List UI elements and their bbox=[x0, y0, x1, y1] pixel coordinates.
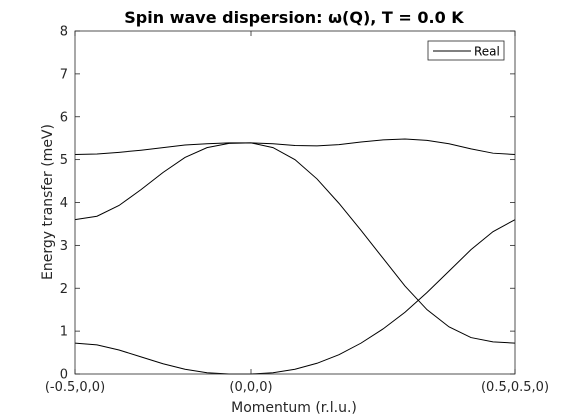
y-tick-label: 3 bbox=[60, 239, 68, 254]
dispersion-branch-3 bbox=[74, 138, 516, 155]
y-tick-label: 5 bbox=[60, 153, 68, 168]
y-tick-label: 8 bbox=[60, 25, 68, 40]
axes: 0 1 2 3 4 5 6 7 8 (-0.5,0,0) (0,0,0) (0.5,0.5,0) bbox=[45, 25, 549, 396]
plot-background bbox=[75, 31, 515, 374]
y-axis-label: Energy transfer (meV) bbox=[40, 124, 56, 280]
y-tick-label: 0 bbox=[60, 368, 68, 383]
dispersion-branch-1 bbox=[74, 219, 516, 375]
x-tick-label: (0,0,0) bbox=[229, 380, 272, 395]
y-tick-label: 4 bbox=[60, 196, 68, 211]
plot-area bbox=[74, 31, 516, 375]
x-axis-label: Momentum (r.l.u.) bbox=[231, 400, 357, 416]
y-tick-label: 7 bbox=[60, 67, 68, 82]
legend: Real bbox=[427, 40, 505, 61]
legend-entry-real: Real bbox=[474, 45, 500, 59]
y-tick-label: 6 bbox=[60, 110, 68, 125]
y-tick-label: 2 bbox=[60, 282, 68, 297]
dispersion-branch-2 bbox=[74, 142, 516, 344]
chart-title: Spin wave dispersion: ω(Q), T = 0.0 K bbox=[124, 8, 464, 27]
x-tick-label: (-0.5,0,0) bbox=[45, 380, 105, 395]
y-tick-label: 1 bbox=[60, 325, 68, 340]
x-tick-label: (0.5,0.5,0) bbox=[481, 380, 549, 395]
